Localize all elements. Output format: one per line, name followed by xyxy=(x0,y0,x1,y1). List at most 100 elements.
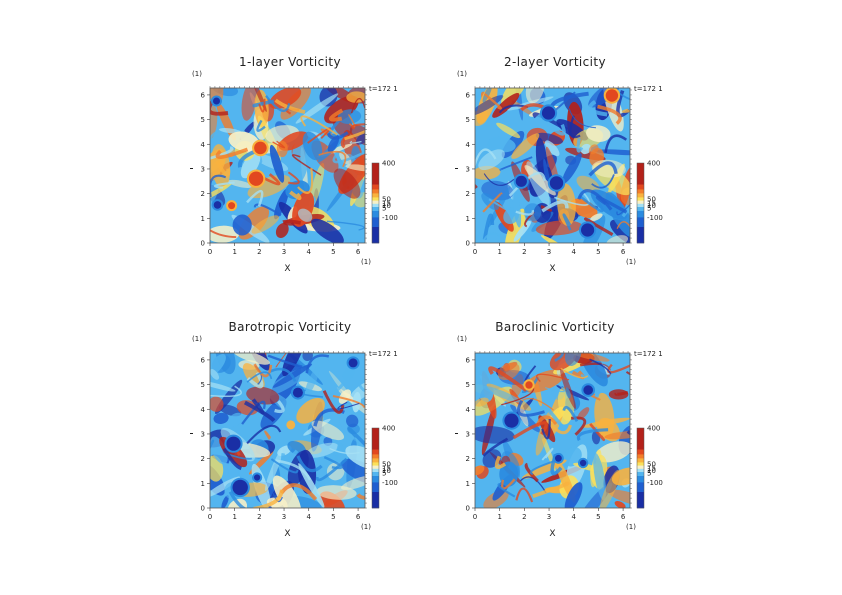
vortex-filament xyxy=(326,220,365,231)
x-tick-label: 5 xyxy=(596,248,600,256)
vortex-filament xyxy=(210,385,242,398)
vortex-filament xyxy=(291,154,322,176)
vortex-filament xyxy=(541,200,569,213)
y-unit-label: (1) xyxy=(457,335,467,343)
vortex-filament xyxy=(351,123,365,130)
vortex-filament xyxy=(222,447,243,471)
colorbar-segment xyxy=(637,207,644,212)
y-tick-label: 4 xyxy=(201,141,206,149)
vortex-filament xyxy=(264,430,272,440)
vortex-filament xyxy=(350,98,365,114)
vortex-filament xyxy=(311,420,345,441)
y-tick-label: 1 xyxy=(201,480,205,488)
vortex-filament xyxy=(593,452,606,501)
vortex-filament xyxy=(488,198,514,215)
colorbar-segment xyxy=(637,449,644,455)
colorbar-segment xyxy=(372,184,379,190)
vortex-filament xyxy=(595,441,630,463)
vortex-filament xyxy=(260,173,281,186)
y-tick-label: 5 xyxy=(466,381,470,389)
colorbar-segment xyxy=(372,211,379,218)
colorbar-label: -100 xyxy=(647,479,663,487)
time-label: t=172 1 xyxy=(369,85,398,93)
vortex-filament xyxy=(315,457,348,482)
coherent-vortex xyxy=(504,413,519,428)
vortex-filament xyxy=(302,131,323,161)
vortex-filament xyxy=(337,401,360,410)
vorticity-panel: Baroclinic Vorticity 0 1 2 3 4 5 6 0 1 2 3 4 5 6 X Y (1) (… xyxy=(455,320,745,565)
vortex-filament xyxy=(541,447,554,461)
vortex-filament xyxy=(210,369,220,380)
vortex-filament xyxy=(282,353,305,377)
x-tick-label: 4 xyxy=(571,513,576,521)
vortex-filament xyxy=(475,397,489,407)
vortex-filament xyxy=(210,229,237,239)
vortex-filament xyxy=(340,134,349,149)
y-tick-label: 3 xyxy=(466,430,470,438)
vortex-filament xyxy=(475,364,494,403)
vortex-filament xyxy=(237,149,257,168)
vortex-filament xyxy=(584,217,614,236)
vortex-filament xyxy=(258,98,266,113)
colorbar-segment xyxy=(637,200,644,205)
vortex-filament xyxy=(326,131,349,140)
x-tick-label: 5 xyxy=(331,513,335,521)
vortex-filament xyxy=(345,164,365,172)
vortex-filament xyxy=(345,445,365,470)
coherent-vortex xyxy=(228,202,236,210)
coherent-vortex xyxy=(254,474,261,481)
vortex-filament xyxy=(333,168,361,199)
vortex-filament xyxy=(508,171,546,197)
y-tick-label: 6 xyxy=(201,356,206,364)
vortex-filament xyxy=(577,189,613,211)
vortex-filament xyxy=(586,125,611,142)
y-tick-label: 5 xyxy=(466,116,470,124)
colorbar-segment xyxy=(372,428,379,450)
y-axis-label: Y xyxy=(455,165,461,172)
vortex-filament xyxy=(494,455,507,470)
colorbar-segment xyxy=(637,492,644,509)
colorbar-label: 5 xyxy=(647,204,651,212)
coherent-vortex xyxy=(605,89,619,102)
vortex-filament xyxy=(500,478,516,490)
y-tick-label: 0 xyxy=(466,240,470,248)
vortex-filament xyxy=(332,394,365,409)
colorbar-frame xyxy=(636,427,645,509)
time-label: t=172 1 xyxy=(634,350,663,358)
coherent-vortex xyxy=(541,106,556,120)
vortex-filament xyxy=(355,128,365,145)
x-tick-label: 2 xyxy=(257,513,261,521)
colorbar-segment xyxy=(372,465,379,470)
time-label: t=172 1 xyxy=(369,350,398,358)
vortex-filament xyxy=(347,426,365,447)
x-unit-label: (1) xyxy=(361,523,371,531)
plot-frame xyxy=(209,352,366,509)
y-axis-label: Y xyxy=(190,430,196,437)
vortex-filament xyxy=(272,475,302,508)
x-tick-label: 0 xyxy=(208,248,212,256)
colorbar-label: 50 xyxy=(382,461,391,469)
vortex-filament xyxy=(536,113,566,136)
colorbar-segment xyxy=(372,217,379,228)
x-tick-label: 3 xyxy=(282,248,286,256)
vortex-filament xyxy=(282,219,302,225)
x-unit-label: (1) xyxy=(361,258,371,266)
vortex-filament xyxy=(562,213,572,231)
vortex-filament xyxy=(524,165,556,196)
x-axis-label: X xyxy=(284,264,290,274)
vortex-filament xyxy=(475,95,504,116)
vortex-filament xyxy=(532,481,570,499)
vortex-filament xyxy=(482,385,522,403)
y-axis-label: Y xyxy=(190,165,196,172)
vortex-filament xyxy=(589,358,612,375)
colorbar-segment xyxy=(372,200,379,205)
vortex-filament xyxy=(210,380,236,392)
vortex-filament xyxy=(597,104,622,125)
vortex-filament xyxy=(227,412,243,427)
vortex-filament xyxy=(267,354,303,368)
vortex-filament xyxy=(588,100,608,117)
vortex-filament xyxy=(576,428,609,442)
colorbar-segment xyxy=(637,462,644,466)
colorbar-label: 15 xyxy=(647,200,656,208)
colorbar-segment xyxy=(372,472,379,477)
